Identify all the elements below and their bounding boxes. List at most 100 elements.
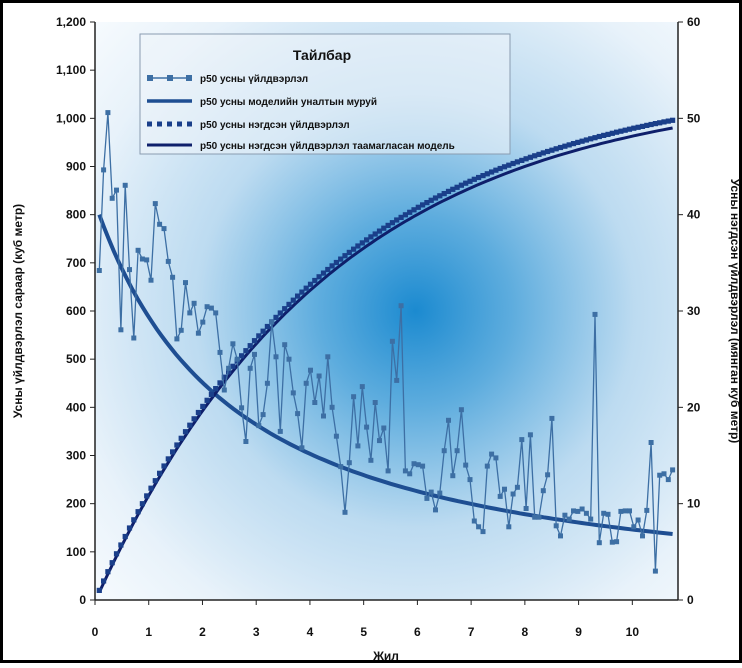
monthly-point: [609, 539, 615, 545]
monthly-point: [118, 327, 124, 333]
monthly-point: [299, 445, 305, 451]
monthly-point: [204, 304, 210, 310]
decline-model-series: [97, 213, 673, 536]
monthly-point: [109, 195, 115, 201]
monthly-point: [532, 514, 538, 520]
monthly-point: [191, 300, 197, 306]
monthly-point: [226, 365, 232, 371]
cumulative-point: [398, 214, 404, 220]
monthly-point: [402, 468, 408, 474]
cumulative-point: [101, 578, 107, 584]
monthly-point: [389, 338, 395, 344]
monthly-point: [588, 516, 594, 522]
monthly-point: [433, 507, 438, 513]
monthly-point: [364, 424, 370, 430]
y-right-tick-label: 40: [687, 208, 701, 222]
cumulative-point: [295, 293, 301, 299]
cumulative-point: [471, 176, 477, 182]
cumulative-point: [514, 159, 520, 165]
legend-swatch-monthly-marker-1: [147, 75, 153, 81]
monthly-point: [282, 342, 288, 348]
cumulative-point: [364, 237, 370, 243]
cumulative-point: [372, 231, 378, 237]
monthly-point: [441, 448, 447, 454]
monthly-point: [446, 417, 451, 423]
y-left-tick-label: 500: [66, 352, 86, 366]
cumulative-point: [618, 128, 624, 134]
y-right-tick-label: 0: [687, 593, 694, 607]
cumulative-point: [247, 343, 253, 349]
monthly-point: [381, 425, 387, 431]
monthly-point: [277, 428, 283, 434]
monthly-point: [437, 490, 443, 496]
monthly-point: [644, 507, 650, 513]
cumulative-point: [557, 144, 564, 151]
x-tick-label: 4: [307, 625, 314, 639]
cumulative-point: [540, 150, 546, 156]
monthly-point: [562, 512, 568, 518]
monthly-point: [583, 510, 589, 516]
cumulative-point: [251, 338, 258, 344]
monthly-point: [454, 448, 460, 454]
monthly-point: [489, 451, 495, 457]
monthly-point: [571, 508, 576, 514]
x-tick-label: 0: [92, 625, 99, 639]
cumulative-point: [441, 191, 447, 197]
cumulative-point: [575, 139, 581, 145]
monthly-point: [316, 373, 322, 379]
monthly-point: [243, 439, 249, 444]
monthly-point: [407, 471, 413, 477]
cumulative-point: [320, 270, 327, 276]
cumulative-point: [484, 171, 490, 177]
monthly-point: [476, 524, 482, 530]
cumulative-point: [570, 141, 577, 147]
monthly-point: [269, 319, 275, 325]
cumulative-point: [510, 160, 516, 167]
cumulative-point: [596, 133, 602, 140]
cumulative-model-line: [97, 126, 673, 593]
cumulative-point: [109, 560, 115, 566]
cumulative-point: [221, 374, 227, 380]
cumulative-point: [402, 212, 408, 218]
cumulative-point: [631, 125, 637, 131]
cumulative-point: [282, 306, 288, 312]
monthly-point: [411, 461, 417, 467]
cumulative-point: [204, 397, 210, 403]
monthly-point: [247, 365, 253, 371]
legend-entry-cumulative: p50 усны нэгдсэн үйлдвэрлэл: [200, 120, 350, 131]
cumulative-point: [609, 130, 615, 136]
cumulative-point: [226, 369, 232, 375]
monthly-point: [394, 377, 400, 383]
cumulative-point: [445, 188, 452, 194]
monthly-point: [208, 305, 214, 311]
monthly-point: [415, 462, 421, 468]
monthly-point: [592, 311, 598, 317]
legend-title: Тайлбар: [293, 47, 351, 63]
monthly-point: [471, 518, 477, 524]
cumulative-point: [592, 135, 598, 141]
monthly-point: [467, 477, 473, 483]
monthly-point: [614, 539, 620, 545]
cumulative-point: [230, 363, 236, 369]
monthly-point: [165, 258, 171, 264]
monthly-point: [545, 472, 551, 478]
cumulative-point: [148, 485, 154, 491]
monthly-point: [579, 506, 585, 512]
y-left-tick-label: 1,200: [56, 15, 86, 29]
y-left-tick-label: 400: [66, 400, 86, 414]
monthly-point: [161, 226, 167, 232]
cumulative-point: [286, 301, 292, 307]
monthly-point: [553, 523, 559, 529]
monthly-point: [450, 473, 456, 479]
y-left-tick-label: 200: [66, 497, 86, 511]
monthly-production-series: [96, 110, 676, 574]
x-tick-label: 5: [360, 625, 367, 639]
cumulative-point: [170, 449, 176, 455]
y-right-tick-label: 50: [687, 111, 701, 125]
cumulative-point: [605, 131, 611, 137]
cumulative-point: [648, 121, 654, 128]
monthly-point: [458, 407, 464, 413]
cumulative-point: [670, 117, 676, 123]
y-left-tick-label: 300: [66, 449, 86, 463]
cumulative-point: [161, 463, 167, 469]
